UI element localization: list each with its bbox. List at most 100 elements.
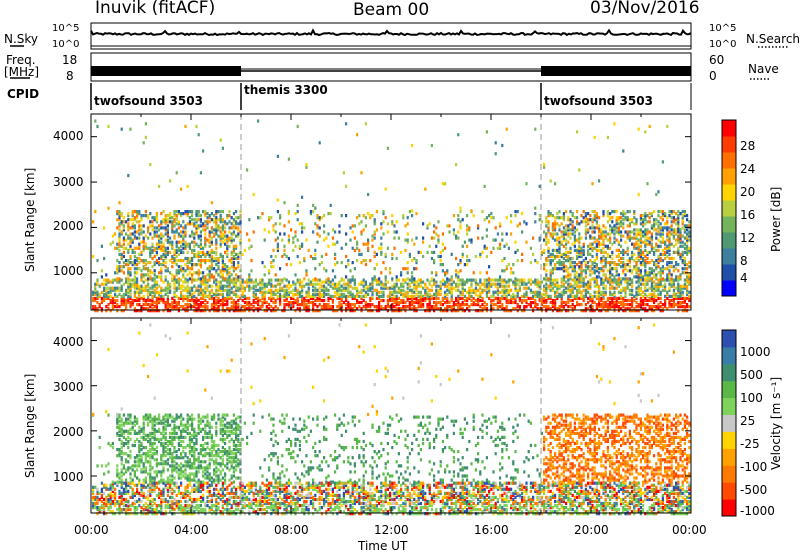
power-data-cell xyxy=(501,280,504,284)
power-data-cell xyxy=(186,265,189,269)
power-data-cell xyxy=(545,307,548,311)
power-data-cell xyxy=(380,222,383,226)
power-data-cell xyxy=(129,282,132,286)
power-data-cell xyxy=(556,254,559,259)
power-data-cell xyxy=(406,238,409,242)
power-data-cell xyxy=(114,232,117,236)
power-data-cell xyxy=(217,284,220,288)
power-data-cell xyxy=(325,307,328,311)
power-data-cell xyxy=(580,252,583,256)
velocity-ytick-4000: 4000 xyxy=(53,335,84,349)
power-data-cell xyxy=(505,305,508,309)
power-data-cell xyxy=(160,294,163,298)
power-data-cell xyxy=(450,309,453,313)
power-data-cell xyxy=(237,303,240,307)
power-data-cell xyxy=(677,234,680,238)
power-data-cell xyxy=(184,240,187,244)
power-data-cell xyxy=(360,290,363,294)
power-data-cell xyxy=(582,248,585,252)
power-data-cell xyxy=(241,305,244,309)
power-data-cell xyxy=(188,222,191,226)
power-data-cell xyxy=(587,244,590,248)
power-data-cell xyxy=(125,292,128,296)
power-data-cell xyxy=(648,240,651,244)
power-data-cell xyxy=(549,277,552,281)
power-data-cell xyxy=(114,278,117,282)
power-data-cell xyxy=(199,244,202,248)
power-data-cell xyxy=(461,290,464,294)
power-data-cell xyxy=(226,269,229,273)
power-data-cell xyxy=(402,298,405,303)
power-data-cell xyxy=(323,307,326,311)
power-data-cell xyxy=(430,250,433,254)
power-data-cell xyxy=(455,303,458,307)
power-data-cell xyxy=(584,303,587,307)
power-data-cell xyxy=(569,256,572,261)
power-data-cell xyxy=(100,269,103,273)
power-data-cell xyxy=(653,269,656,273)
power-data-cell xyxy=(241,286,244,290)
power-data-cell xyxy=(419,296,422,300)
power-data-cell xyxy=(400,288,403,292)
power-data-cell xyxy=(217,265,220,269)
power-data-cell xyxy=(215,220,218,224)
power-data-cell xyxy=(340,277,343,281)
power-data-cell xyxy=(659,244,662,248)
power-data-cell xyxy=(450,298,453,303)
power-data-cell xyxy=(122,224,125,228)
power-data-cell xyxy=(547,230,550,234)
power-data-cell xyxy=(633,309,636,313)
power-data-cell xyxy=(573,307,576,311)
power-data-cell xyxy=(202,271,205,275)
power-data-cell xyxy=(358,282,361,286)
power-data-cell xyxy=(626,216,629,220)
power-data-cell xyxy=(485,246,488,250)
power-data-cell xyxy=(305,282,308,286)
power-data-cell xyxy=(155,259,158,263)
power-data-cell xyxy=(323,290,326,294)
power-data-cell xyxy=(650,288,653,292)
power-data-cell xyxy=(312,203,315,207)
power-data-cell xyxy=(635,271,638,275)
power-data-cell xyxy=(593,240,596,244)
power-data-cell xyxy=(435,271,438,275)
power-data-cell xyxy=(444,273,447,277)
power-data-cell xyxy=(591,271,594,275)
power-data-cell xyxy=(677,248,680,252)
power-data-cell xyxy=(270,290,273,294)
power-data-cell xyxy=(413,242,416,246)
power-data-cell xyxy=(683,212,686,216)
power-data-cell xyxy=(466,298,469,303)
power-data-cell xyxy=(624,250,627,254)
power-data-cell xyxy=(635,218,638,222)
power-data-cell xyxy=(164,248,167,252)
power-data-cell xyxy=(628,236,631,240)
power-data-cell xyxy=(598,296,601,300)
power-data-cell xyxy=(666,290,669,294)
power-data-cell xyxy=(283,290,286,294)
power-data-cell xyxy=(653,280,656,284)
power-data-cell xyxy=(175,230,178,234)
power-data-cell xyxy=(609,275,612,279)
power-data-cell xyxy=(657,292,660,296)
nsky-tick-bottom: 10^0 xyxy=(52,39,80,50)
power-data-cell xyxy=(169,282,172,286)
power-data-cell xyxy=(158,294,161,298)
power-data-cell xyxy=(648,267,651,271)
power-data-cell xyxy=(349,284,352,288)
power-data-cell xyxy=(314,292,317,296)
power-data-cell xyxy=(155,296,158,300)
power-data-cell xyxy=(263,296,266,300)
power-data-cell xyxy=(503,269,506,273)
power-data-cell xyxy=(580,277,583,281)
power-data-cell xyxy=(193,290,196,294)
power-data-cell xyxy=(529,246,532,250)
power-data-cell xyxy=(215,269,218,273)
power-data-cell xyxy=(450,275,453,279)
power-data-cell xyxy=(149,250,152,254)
power-data-cell xyxy=(386,305,389,309)
power-data-cell xyxy=(400,292,403,296)
power-data-cell xyxy=(457,284,460,288)
power-data-cell xyxy=(670,303,673,307)
power-data-cell xyxy=(140,284,143,288)
